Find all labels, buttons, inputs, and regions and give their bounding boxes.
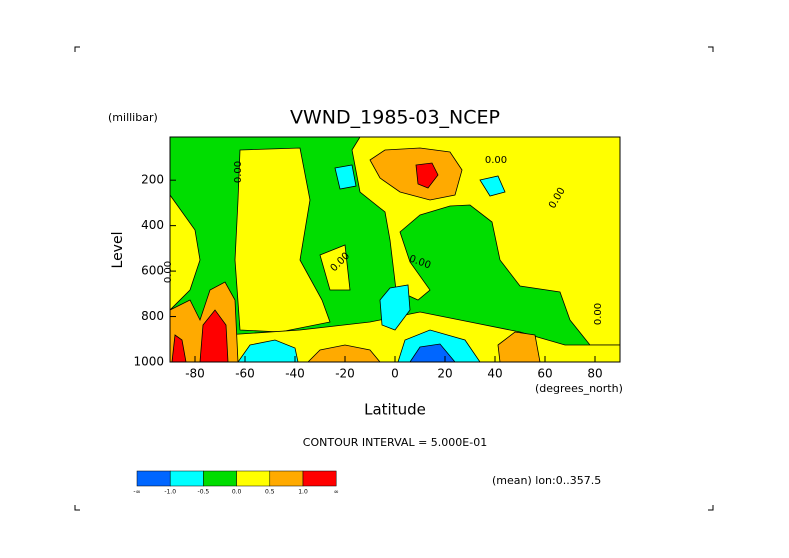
y-units: (millibar) — [108, 111, 158, 124]
colorbar-swatch — [236, 470, 271, 487]
colorbar-swatch — [136, 470, 171, 487]
colorbar-swatch — [169, 470, 204, 487]
x-tick-label: 0 — [391, 367, 399, 381]
contour-label: 0.00 — [233, 161, 244, 183]
y-tick-label: 400 — [141, 218, 164, 232]
colorbar-label: 0.5 — [265, 489, 275, 496]
colorbar-swatch — [302, 470, 337, 487]
contour-field — [170, 137, 620, 362]
colorbar-label: -0.5 — [198, 489, 210, 496]
contour-label: 0.00 — [163, 261, 174, 283]
colorbar-swatch — [269, 470, 304, 487]
contour-label: 0.00 — [593, 303, 604, 325]
corner-marks — [74, 46, 714, 511]
x-tick-label: 80 — [587, 367, 602, 381]
x-tick-label: -80 — [185, 367, 205, 381]
colorbar-label: -∞ — [133, 489, 140, 496]
x-units: (degrees_north) — [535, 382, 623, 395]
x-tick-label: 60 — [537, 367, 552, 381]
colorbar-label: 1.0 — [298, 489, 308, 496]
contour-label: 0.00 — [485, 155, 507, 166]
x-axis-label: Latitude — [364, 401, 426, 419]
x-tick-label: 20 — [437, 367, 452, 381]
x-tick-label: -40 — [285, 367, 305, 381]
x-tick-label: -20 — [335, 367, 355, 381]
x-tick-label: 40 — [487, 367, 502, 381]
colorbar-label: ∞ — [334, 489, 339, 496]
chart-title: VWND_1985-03_NCEP — [290, 107, 500, 129]
footnote: (mean) lon:0..357.5 — [492, 474, 601, 487]
y-axis-label: Level — [110, 232, 126, 269]
y-tick-label: 600 — [141, 264, 164, 278]
y-tick-label: 800 — [141, 309, 164, 323]
x-tick-label: -60 — [235, 367, 255, 381]
y-tick-label: 1000 — [133, 355, 164, 369]
colorbar-label: 0.0 — [232, 489, 242, 496]
colorbar-swatch — [203, 470, 237, 487]
contour-interval: CONTOUR INTERVAL = 5.000E-01 — [303, 436, 487, 449]
colorbar-label: -1.0 — [164, 489, 176, 496]
y-tick-label: 200 — [141, 173, 164, 187]
